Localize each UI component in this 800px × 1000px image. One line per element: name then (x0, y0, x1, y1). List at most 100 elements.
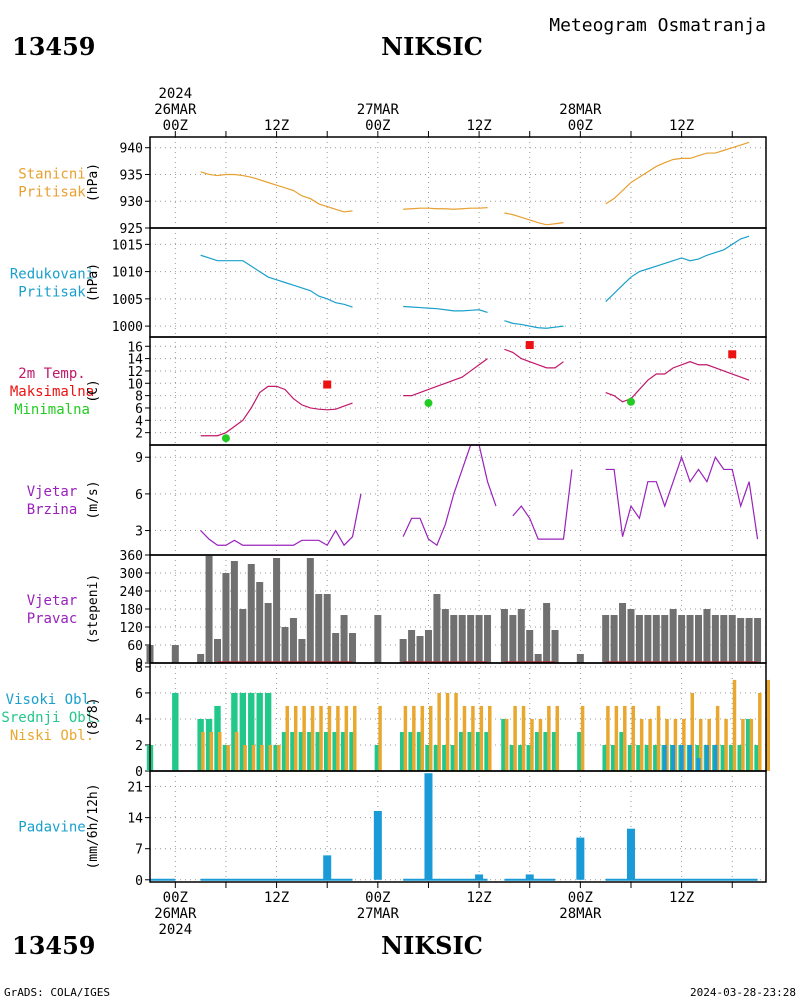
low-cloud-bar (623, 705, 627, 771)
unit-label: (hPa) (86, 263, 101, 302)
time-label-bottom: 00Z (163, 890, 188, 906)
y-tick-label: 6 (135, 488, 143, 503)
panel-0: 925 930 935 940 Stanicni Pritisak (hPa) (18, 136, 767, 237)
y-tick-label: 4 (135, 414, 143, 429)
y-tick-label: 14 (127, 353, 143, 368)
high-cloud-bar (704, 744, 709, 771)
series-line (403, 207, 488, 210)
y-tick-label: 0 (135, 657, 143, 672)
mid-cloud-bar (416, 731, 424, 771)
low-cloud-bar (606, 705, 610, 771)
low-cloud-bar (673, 718, 678, 771)
low-cloud-bar (327, 705, 332, 771)
low-cloud-bar (639, 718, 644, 771)
direction-bar (610, 615, 618, 663)
mid-cloud-bar (349, 731, 356, 771)
high-cloud-bar (671, 744, 676, 771)
direction-bar (551, 630, 559, 663)
low-cloud-bar (310, 705, 315, 771)
high-cloud-bar (713, 744, 718, 771)
y-tick-label: 240 (120, 585, 143, 600)
series-line (402, 444, 497, 547)
direction-bar (332, 633, 340, 663)
mid-cloud-bar (534, 731, 542, 771)
direction-bar (399, 639, 407, 663)
direction-bar (441, 609, 449, 663)
mid-cloud-bar (231, 692, 238, 771)
mid-cloud-bar (222, 744, 230, 771)
low-cloud-bar (488, 705, 492, 771)
y-tick-label: 21 (127, 781, 143, 796)
station-name-top: NIKSIC (381, 32, 483, 61)
panel-frame (149, 444, 767, 556)
low-cloud-bar (715, 705, 720, 771)
direction-bar (374, 615, 382, 663)
panel-label: Minimalna (14, 402, 90, 418)
series-line (403, 305, 488, 314)
mid-cloud-bar (332, 731, 339, 771)
direction-bar (247, 564, 255, 663)
time-label-top: 00Z (365, 118, 390, 134)
y-tick-label: 7 (135, 843, 143, 858)
mid-cloud-bar (602, 744, 609, 771)
direction-bar (534, 654, 542, 663)
low-cloud-bar (234, 731, 239, 771)
y-tick-label: 60 (127, 639, 143, 654)
y-tick-label: 8 (135, 661, 143, 676)
low-cloud-bar (766, 679, 770, 771)
direction-bar (416, 636, 424, 663)
mid-cloud-bar (239, 692, 247, 771)
direction-bar (298, 639, 306, 663)
y-tick-label: 120 (120, 621, 143, 636)
mid-cloud-bar (745, 718, 753, 771)
time-label-bottom: 00Z (365, 890, 390, 906)
panel-frame (149, 336, 767, 446)
direction-bar (171, 645, 179, 663)
low-cloud-bar (648, 718, 652, 771)
direction-bar (711, 615, 719, 663)
panel-label: Niski Obl. (10, 728, 94, 744)
direction-bar (315, 594, 323, 663)
mid-cloud-bar (501, 718, 508, 771)
direction-bar (678, 615, 686, 663)
panel-label: Visoki Obl. (6, 692, 99, 708)
low-cloud-bar (682, 718, 686, 771)
time-label-bottom: 28MAR (559, 906, 602, 922)
mid-cloud-bar (754, 744, 761, 771)
mid-cloud-bar (264, 692, 272, 771)
series-line (200, 254, 353, 308)
direction-bar (484, 615, 492, 663)
direction-bar (703, 609, 711, 663)
mid-cloud-bar (543, 731, 550, 771)
high-cloud-bar (662, 744, 667, 771)
panel-frame (149, 227, 767, 338)
direction-bar (686, 615, 694, 663)
y-tick-label: 9 (135, 451, 143, 466)
direction-bar (467, 615, 475, 663)
panel-label: Pravac (27, 611, 78, 627)
mid-cloud-bar (467, 731, 474, 771)
direction-bar (197, 654, 205, 663)
direction-bar (340, 615, 348, 663)
low-cloud-bar (201, 731, 205, 771)
direction-bar (281, 627, 289, 663)
direction-bar (526, 630, 534, 663)
time-label-top: 26MAR (154, 102, 197, 118)
panel-label: 2m Temp. (18, 366, 85, 382)
precip-bar (424, 773, 433, 880)
low-cloud-bar (403, 705, 408, 771)
mid-cloud-bar (256, 692, 263, 771)
low-cloud-bar (471, 705, 475, 771)
low-cloud-bar (521, 705, 526, 771)
mid-cloud-bar (551, 731, 559, 771)
low-cloud-bar (462, 705, 467, 771)
panel-frame (149, 770, 767, 883)
mid-cloud-bar (290, 731, 297, 771)
direction-bar (214, 639, 222, 663)
low-cloud-bar (260, 744, 264, 771)
direction-bar (652, 615, 660, 663)
direction-bar (720, 615, 728, 663)
low-cloud-bar (209, 731, 214, 771)
panel-label: Maksimalna (10, 384, 94, 400)
